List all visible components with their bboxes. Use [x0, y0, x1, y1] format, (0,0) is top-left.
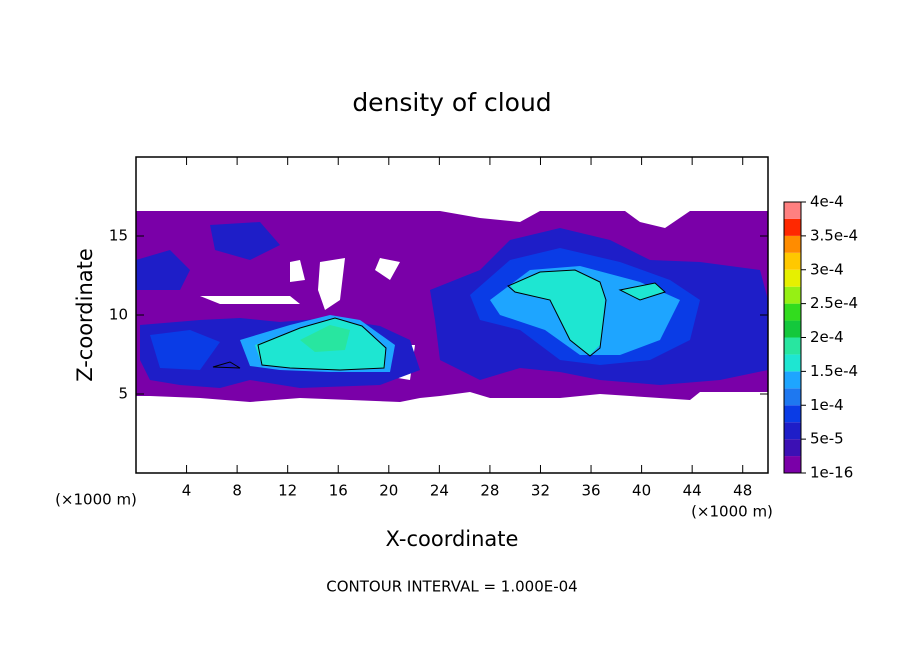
colorbar-band [784, 235, 801, 253]
x-tick-label: 36 [581, 482, 600, 500]
x-tick-label: 40 [632, 482, 651, 500]
x-axis-label: X-coordinate [386, 527, 519, 551]
colorbar-band [784, 303, 801, 321]
colorbar-tick-label: 3.5e-4 [810, 226, 858, 244]
x-tick-label: 28 [480, 482, 499, 500]
colorbar-tick-label: 3e-4 [810, 260, 844, 278]
x-tick-label: 12 [278, 482, 297, 500]
y-unit-label: (×1000 m) [55, 491, 137, 509]
footer: CONTOUR INTERVAL = 1.000E-04 [326, 578, 577, 596]
x-tick-label: 24 [430, 482, 449, 500]
x-unit-label: (×1000 m) [691, 503, 773, 521]
y-axis-label: Z-coordinate [73, 248, 97, 382]
x-tick-label: 16 [329, 482, 348, 500]
contour-field [136, 211, 768, 402]
colorbar-tick-label: 1e-4 [810, 396, 844, 414]
colorbar-band [784, 388, 801, 406]
colorbar-band [784, 371, 801, 389]
colorbar-band [784, 422, 801, 440]
colorbar-band [784, 218, 801, 236]
x-tick-label: 44 [683, 482, 702, 500]
colorbar-tick-label: 2e-4 [810, 328, 844, 346]
colorbar-band [784, 337, 801, 355]
x-tick-label: 8 [232, 482, 242, 500]
y-tick-label: 10 [109, 306, 128, 324]
colorbar-tick-label: 1e-16 [810, 464, 853, 482]
x-tick-label: 32 [531, 482, 550, 500]
x-tick-label: 4 [182, 482, 192, 500]
chart-title: density of cloud [352, 88, 551, 117]
colorbar-band [784, 354, 801, 372]
colorbar-tick-label: 2.5e-4 [810, 294, 858, 312]
colorbar-band [784, 456, 801, 473]
y-tick-label: 5 [118, 385, 128, 403]
colorbar-band [784, 202, 801, 219]
x-tick-label: 48 [733, 482, 752, 500]
y-tick-label: 15 [109, 227, 128, 245]
colorbar-band [784, 405, 801, 423]
colorbar-tick-label: 1.5e-4 [810, 362, 858, 380]
colorbar-band [784, 439, 801, 457]
colorbar-band [784, 269, 801, 287]
colorbar-band [784, 286, 801, 304]
x-tick-label: 20 [379, 482, 398, 500]
colorbar-band [784, 320, 801, 338]
colorbar-tick-label: 4e-4 [810, 193, 844, 211]
colorbar-tick-label: 5e-5 [810, 430, 844, 448]
colorbar-band [784, 252, 801, 270]
